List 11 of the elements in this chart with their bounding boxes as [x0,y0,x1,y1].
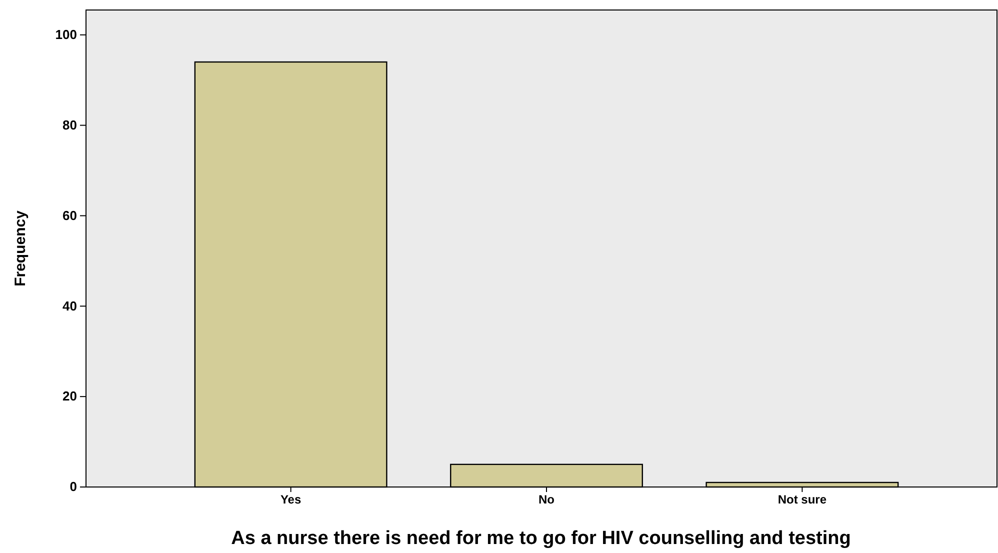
x-tick-label: No [538,492,554,507]
y-tick-label: 0 [70,479,77,494]
y-tick-label: 60 [62,208,77,223]
y-tick-label: 80 [62,117,77,132]
x-tick-label: Not sure [778,492,827,507]
y-axis-title: Frequency [12,210,29,286]
y-tick-label: 40 [62,298,77,314]
x-axis-title: As a nurse there is need for me to go for HIV counselling and testing [231,528,851,549]
y-tick-label: 20 [62,388,77,404]
x-tick-label: Yes [280,492,302,507]
y-tick-label: 100 [55,27,77,42]
